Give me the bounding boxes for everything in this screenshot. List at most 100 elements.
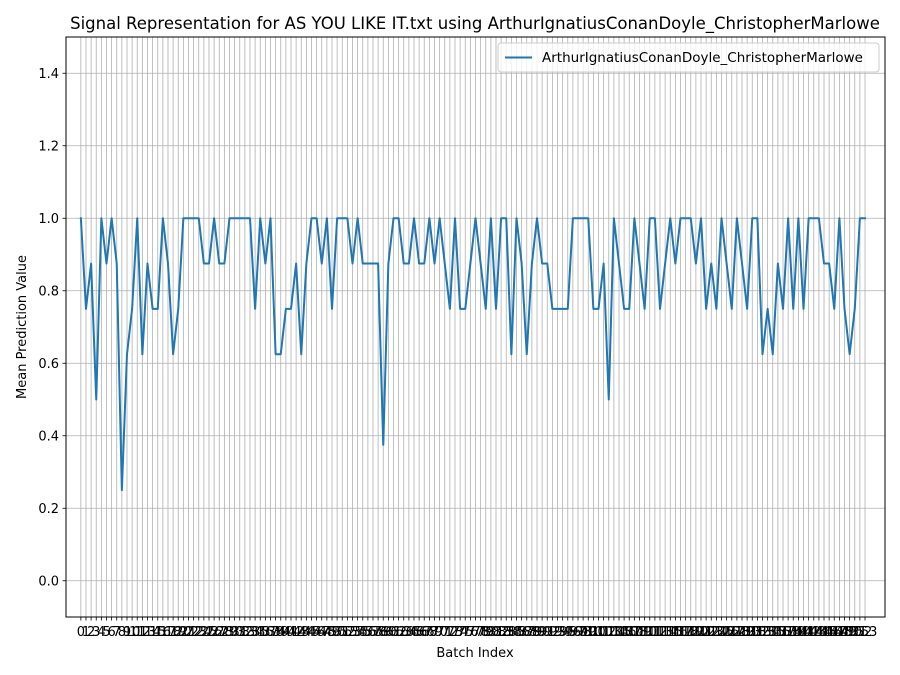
x-tick-label: 59: [375, 625, 392, 640]
x-tick-label: 45: [303, 625, 320, 640]
x-tick-label: 14: [144, 625, 161, 640]
x-tick-label: 54: [349, 625, 366, 640]
y-tick-label: 0.6: [38, 357, 59, 372]
x-tick-label: 146: [817, 625, 842, 640]
x-tick-label: 48: [319, 625, 336, 640]
x-tick-label: 9: [123, 625, 131, 640]
x-tick-label: 145: [812, 625, 837, 640]
x-tick-label: 55: [354, 625, 371, 640]
x-tick-label: 62: [390, 625, 407, 640]
x-tick-label: 39: [272, 625, 289, 640]
x-tick-label: 115: [658, 625, 683, 640]
x-tick-label: 23: [190, 625, 207, 640]
x-tick-label: 94: [554, 625, 571, 640]
x-tick-label: 52: [339, 625, 356, 640]
x-tick-label: 136: [765, 625, 790, 640]
x-tick-label: 135: [760, 625, 785, 640]
x-tick-label: 113: [648, 625, 673, 640]
x-tick-label: 152: [847, 625, 872, 640]
x-tick-label: 118: [673, 625, 698, 640]
x-tick-label: 60: [380, 625, 397, 640]
x-tick-label: 86: [513, 625, 530, 640]
x-tick-label: 66: [411, 625, 428, 640]
x-tick-label: 106: [612, 625, 637, 640]
x-tick-label: 42: [288, 625, 305, 640]
x-tick-label: 38: [267, 625, 284, 640]
x-tick-label: 7: [113, 625, 121, 640]
x-tick-label: 144: [806, 625, 831, 640]
chart-title: Signal Representation for AS YOU LIKE IT…: [70, 14, 880, 34]
x-tick-label: 127: [719, 625, 744, 640]
x-tick-label: 134: [755, 625, 780, 640]
x-tick-label: 34: [247, 625, 264, 640]
x-tick-label: 33: [242, 625, 259, 640]
x-tick-label: 24: [196, 625, 213, 640]
x-tick-label: 4: [97, 625, 105, 640]
y-tick-label: 0.8: [38, 284, 59, 299]
x-tick-label: 36: [257, 625, 274, 640]
x-tick-label: 83: [498, 625, 515, 640]
x-tick-label: 153: [853, 625, 878, 640]
x-tick-label: 44: [298, 625, 315, 640]
x-tick-label: 121: [689, 625, 714, 640]
x-tick-label: 51: [334, 625, 351, 640]
x-tick-label: 10: [124, 625, 141, 640]
x-tick-label: 53: [344, 625, 361, 640]
axis-ticks: 0123456789101112131415161718192021222324…: [38, 67, 877, 640]
x-tick-label: 138: [776, 625, 801, 640]
y-tick-label: 1.4: [38, 67, 59, 82]
y-axis-label: Mean Prediction Value: [15, 255, 30, 399]
x-tick-label: 11: [129, 625, 146, 640]
legend-box: [497, 42, 880, 73]
x-tick-label: 35: [252, 625, 269, 640]
x-tick-label: 30: [226, 625, 243, 640]
x-tick-label: 84: [503, 625, 520, 640]
x-tick-label: 5: [102, 625, 110, 640]
x-tick-label: 147: [822, 625, 847, 640]
x-tick-label: 15: [149, 625, 166, 640]
x-tick-label: 58: [370, 625, 387, 640]
x-tick-label: 81: [488, 625, 505, 640]
x-tick-label: 16: [155, 625, 172, 640]
x-tick-label: 103: [596, 625, 621, 640]
x-tick-label: 31: [231, 625, 248, 640]
x-tick-label: 17: [160, 625, 177, 640]
y-tick-label: 0.4: [38, 429, 59, 444]
y-tick-label: 1.0: [38, 212, 59, 227]
x-tick-label: 112: [642, 625, 667, 640]
legend: ArthurIgnatiusConanDoyle_ChristopherMarl…: [497, 42, 880, 73]
x-tick-label: 25: [201, 625, 218, 640]
x-tick-label: 1: [82, 625, 90, 640]
x-tick-label: 85: [508, 625, 525, 640]
x-tick-label: 116: [663, 625, 688, 640]
series-lines: [79, 217, 867, 492]
x-tick-label: 93: [549, 625, 566, 640]
x-tick-label: 76: [462, 625, 479, 640]
x-tick-label: 108: [622, 625, 647, 640]
x-tick-label: 142: [796, 625, 821, 640]
x-tick-label: 117: [668, 625, 693, 640]
x-tick-label: 57: [365, 625, 382, 640]
x-tick-label: 88: [524, 625, 541, 640]
x-tick-label: 111: [637, 625, 662, 640]
x-tick-label: 143: [801, 625, 826, 640]
x-tick-label: 40: [278, 625, 295, 640]
x-tick-label: 26: [206, 625, 223, 640]
x-tick-label: 20: [175, 625, 192, 640]
x-tick-label: 78: [472, 625, 489, 640]
y-tick-label: 0.2: [38, 502, 59, 517]
x-tick-label: 100: [581, 625, 606, 640]
x-tick-label: 128: [724, 625, 749, 640]
x-tick-label: 29: [221, 625, 238, 640]
x-tick-label: 141: [791, 625, 816, 640]
x-tick-label: 109: [627, 625, 652, 640]
x-tick-label: 64: [401, 625, 418, 640]
x-tick-label: 98: [575, 625, 592, 640]
x-tick-label: 97: [570, 625, 587, 640]
x-tick-label: 71: [436, 625, 453, 640]
x-tick-label: 131: [740, 625, 765, 640]
x-tick-label: 104: [601, 625, 626, 640]
x-tick-label: 72: [442, 625, 459, 640]
x-tick-label: 70: [431, 625, 448, 640]
